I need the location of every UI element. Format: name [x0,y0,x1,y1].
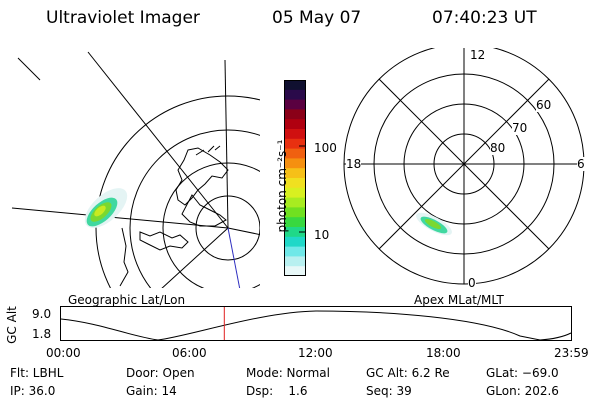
mlt-label-12: 12 [470,48,486,62]
colorbar-stripe [284,187,306,199]
timeline-xtick: 23:59 [554,346,589,360]
colorbar-stripe [284,158,306,169]
door-status: Door: Open [126,366,195,380]
filter-status: Flt: LBHL [10,366,64,380]
timeline-ytick: 1.8 [32,327,52,341]
timeline-ytick: 9.0 [32,307,52,321]
mode-status: Mode: Normal [246,366,330,380]
meridian-line [17,57,41,81]
coastline [139,231,189,251]
gc-alt-status: GC Alt: 6.2 Re [366,366,450,380]
aurora-blob [84,188,128,228]
colorbar-stripe [284,99,306,110]
mlt-line [378,78,550,250]
timeline-xtick: 18:00 [426,346,461,360]
mlat-label-70: 70 [512,121,528,135]
colorbar-stripe [284,217,306,228]
timeline-ylabel: GC Alt [5,306,19,344]
colorbar [284,80,306,276]
aurora-blob [416,212,452,236]
coastline [181,194,227,227]
colorbar-stripe [284,236,306,248]
coastline [175,147,229,206]
glon-status: GLon: 202.6 [486,384,559,398]
timeline-xtick: 06:00 [172,346,207,360]
dsp-status: Dsp: 1.6 [246,384,308,398]
mlt-label-6: 6 [577,157,585,171]
gc-alt-timeline [60,306,572,341]
ip-status: IP: 36.0 [10,384,56,398]
colorbar-stripe [284,197,306,208]
time-label: 07:40:23 UT [432,8,537,28]
lat-circle [95,95,260,288]
colorbar-stripe [284,178,306,189]
gain-status: Gain: 14 [126,384,177,398]
colorbar-stripe [284,89,306,101]
colorbar-stripe [284,168,306,179]
colorbar-stripe [284,148,306,159]
colorbar-stripe [284,138,306,150]
colorbar-tick: 100 [314,141,337,155]
mlat-label-60: 60 [536,98,552,112]
meridian-line [227,227,260,236]
page-title: Ultraviolet Imager [46,8,200,28]
seq-status: Seq: 39 [366,384,412,398]
timeline-xtick: 12:00 [298,346,333,360]
mlt-label-0: 0 [468,276,476,290]
colorbar-stripe [284,129,306,140]
date-label: 05 May 07 [272,8,362,28]
lat-circle [162,162,260,288]
glat-status: GLat: −69.0 [486,366,559,380]
colorbar-unit-label: photon cm⁻²s⁻¹ [275,139,289,233]
geo-panel-caption: Geographic Lat/Lon [68,293,186,307]
meridian-line [161,227,229,288]
coastline [195,145,221,156]
lat-circle [129,129,260,288]
colorbar-stripe [284,80,306,91]
colorbar-stripe [284,246,306,257]
timeline-frame [60,306,572,341]
colorbar-tick: 10 [314,228,330,242]
geographic-map-panel [11,51,260,288]
meridian-line [227,227,241,288]
colorbar-stripe [284,227,306,238]
meridian-line [11,207,229,229]
mlt-label-18: 18 [346,157,362,171]
meridian-line [87,51,229,229]
polar-panel-caption: Apex MLat/MLT [414,293,504,307]
timeline-xtick: 00:00 [46,346,81,360]
colorbar-stripe [284,207,306,218]
mlat-label-80: 80 [490,141,506,155]
altitude-curve [60,310,572,341]
meridian-line [224,59,229,229]
colorbar-stripe [284,119,306,130]
colorbar-stripe [284,256,306,267]
lat-circle [195,195,260,261]
colorbar-stripe [284,266,306,276]
coastline [119,227,129,287]
polar-mlt-panel [343,48,585,285]
colorbar-stripe [284,109,306,120]
